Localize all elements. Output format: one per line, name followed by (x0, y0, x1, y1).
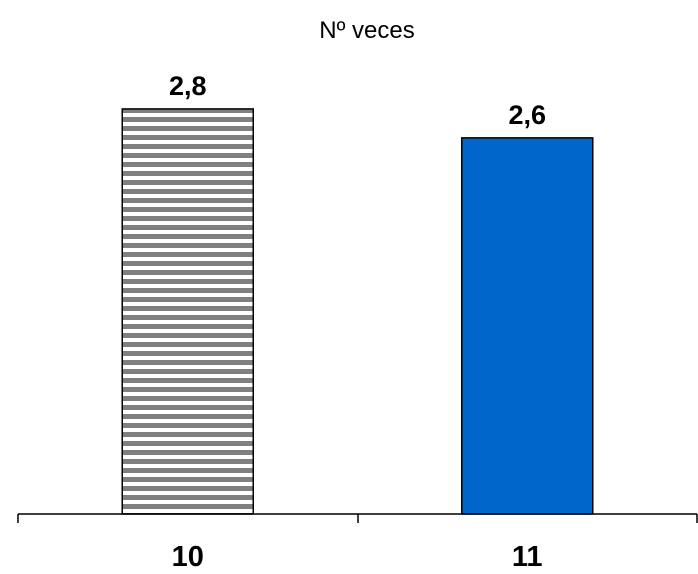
x-tick-label-10: 10 (172, 541, 204, 573)
data-label-11: 2,6 (508, 100, 546, 130)
x-tick-label-11: 11 (512, 541, 543, 573)
data-label-10: 2,8 (169, 71, 207, 101)
bar-10 (121, 108, 254, 515)
bar-11 (461, 137, 594, 515)
bars-layer (121, 108, 594, 515)
data-labels-layer: 2,8 2,6 (169, 71, 546, 130)
x-tick-labels: 10 11 (172, 541, 543, 573)
chart-title: Nº veces (319, 17, 414, 44)
